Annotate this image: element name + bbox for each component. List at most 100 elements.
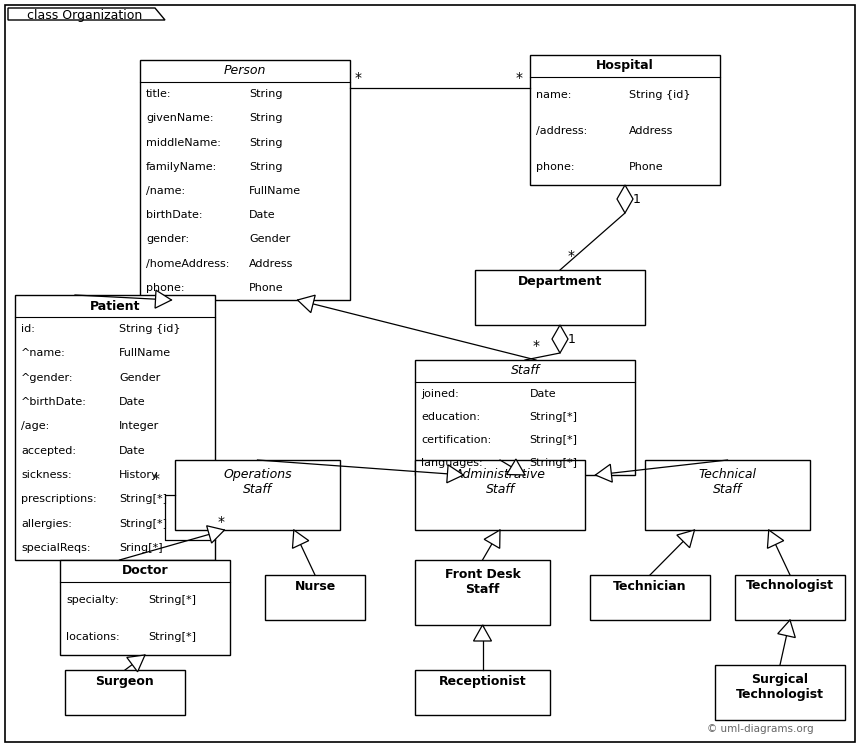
Bar [415, 670, 550, 715]
Text: /age:: /age: [21, 421, 49, 431]
Text: Date: Date [530, 388, 556, 399]
Text: joined:: joined: [421, 388, 458, 399]
Text: ^gender:: ^gender: [21, 373, 73, 382]
Text: Gender: Gender [249, 235, 291, 244]
Polygon shape [298, 295, 316, 313]
Polygon shape [126, 655, 145, 672]
Text: Receptionist: Receptionist [439, 675, 526, 687]
Polygon shape [777, 620, 796, 638]
Text: class Organization: class Organization [28, 8, 143, 22]
Text: String[*]: String[*] [530, 459, 577, 468]
Text: *: * [568, 249, 575, 263]
Text: Front Desk
Staff: Front Desk Staff [445, 568, 520, 596]
Bar [65, 670, 185, 715]
Bar [175, 460, 340, 530]
Text: 1: 1 [633, 193, 641, 206]
Polygon shape [447, 465, 464, 483]
Polygon shape [292, 530, 309, 548]
Text: String[*]: String[*] [119, 495, 167, 504]
Text: /name:: /name: [146, 186, 185, 196]
Text: Date: Date [119, 446, 145, 456]
Text: *: * [516, 71, 523, 85]
Polygon shape [617, 185, 633, 213]
Text: allergies:: allergies: [21, 518, 72, 529]
Text: String: String [249, 114, 283, 123]
Text: String: String [249, 137, 283, 148]
Bar [60, 560, 230, 655]
Text: String[*]: String[*] [149, 632, 196, 642]
Text: History: History [119, 470, 158, 480]
Text: *: * [533, 339, 540, 353]
Polygon shape [595, 464, 612, 482]
Text: String: String [249, 162, 283, 172]
Text: /homeAddress:: /homeAddress: [146, 258, 230, 269]
Text: *: * [355, 71, 362, 85]
Text: String {id}: String {id} [629, 90, 691, 100]
Text: String[*]: String[*] [530, 412, 577, 422]
Bar [15, 295, 215, 560]
Bar [715, 665, 845, 720]
Text: *: * [218, 515, 225, 529]
Text: Integer: Integer [119, 421, 159, 431]
Text: locations:: locations: [66, 632, 120, 642]
Bar [140, 60, 350, 300]
Bar [415, 460, 585, 530]
Text: Department: Department [518, 274, 602, 288]
Bar [530, 55, 720, 185]
Text: String: String [249, 89, 283, 99]
Text: Date: Date [119, 397, 145, 407]
Text: name:: name: [536, 90, 571, 100]
Text: Phone: Phone [629, 162, 663, 172]
Text: Patient: Patient [89, 300, 140, 312]
Text: String[*]: String[*] [149, 595, 196, 605]
Text: Staff: Staff [511, 365, 539, 377]
Bar [645, 460, 810, 530]
Text: ^birthDate:: ^birthDate: [21, 397, 87, 407]
Bar [475, 270, 645, 325]
Text: Gender: Gender [119, 373, 160, 382]
Text: 1: 1 [568, 333, 576, 346]
Text: specialty:: specialty: [66, 595, 119, 605]
Polygon shape [507, 459, 525, 475]
Bar [415, 360, 635, 475]
Text: FullName: FullName [119, 348, 171, 359]
Bar [415, 560, 550, 625]
Polygon shape [552, 325, 568, 353]
Text: FullName: FullName [249, 186, 301, 196]
Text: familyName:: familyName: [146, 162, 218, 172]
Polygon shape [474, 625, 492, 641]
Text: languages:: languages: [421, 459, 482, 468]
Text: String[*]: String[*] [530, 435, 577, 445]
Polygon shape [484, 530, 500, 548]
Text: Surgical
Technologist: Surgical Technologist [736, 673, 824, 701]
Text: accepted:: accepted: [21, 446, 76, 456]
Polygon shape [767, 530, 783, 548]
Text: Hospital: Hospital [596, 60, 654, 72]
Text: gender:: gender: [146, 235, 189, 244]
Text: Technician: Technician [613, 580, 687, 592]
Text: String[*]: String[*] [119, 518, 167, 529]
Text: Address: Address [629, 126, 673, 136]
Text: Address: Address [249, 258, 293, 269]
Text: Nurse: Nurse [294, 580, 335, 592]
Text: sickness:: sickness: [21, 470, 71, 480]
Text: Doctor: Doctor [121, 565, 169, 577]
Text: id:: id: [21, 324, 35, 334]
Text: certification:: certification: [421, 435, 491, 445]
Bar [735, 575, 845, 620]
Text: /address:: /address: [536, 126, 587, 136]
Text: givenName:: givenName: [146, 114, 213, 123]
Text: © uml-diagrams.org: © uml-diagrams.org [707, 724, 814, 734]
Text: phone:: phone: [146, 283, 185, 293]
Text: education:: education: [421, 412, 480, 422]
Text: Person: Person [224, 64, 267, 78]
Text: String {id}: String {id} [119, 324, 181, 334]
Bar [265, 575, 365, 620]
Text: Phone: Phone [249, 283, 284, 293]
Text: specialReqs:: specialReqs: [21, 543, 90, 553]
Text: Technical
Staff: Technical Staff [698, 468, 757, 496]
Text: phone:: phone: [536, 162, 574, 172]
Text: Operations
Staff: Operations Staff [224, 468, 292, 496]
Text: Administrative
Staff: Administrative Staff [454, 468, 545, 496]
Text: *: * [153, 472, 160, 486]
